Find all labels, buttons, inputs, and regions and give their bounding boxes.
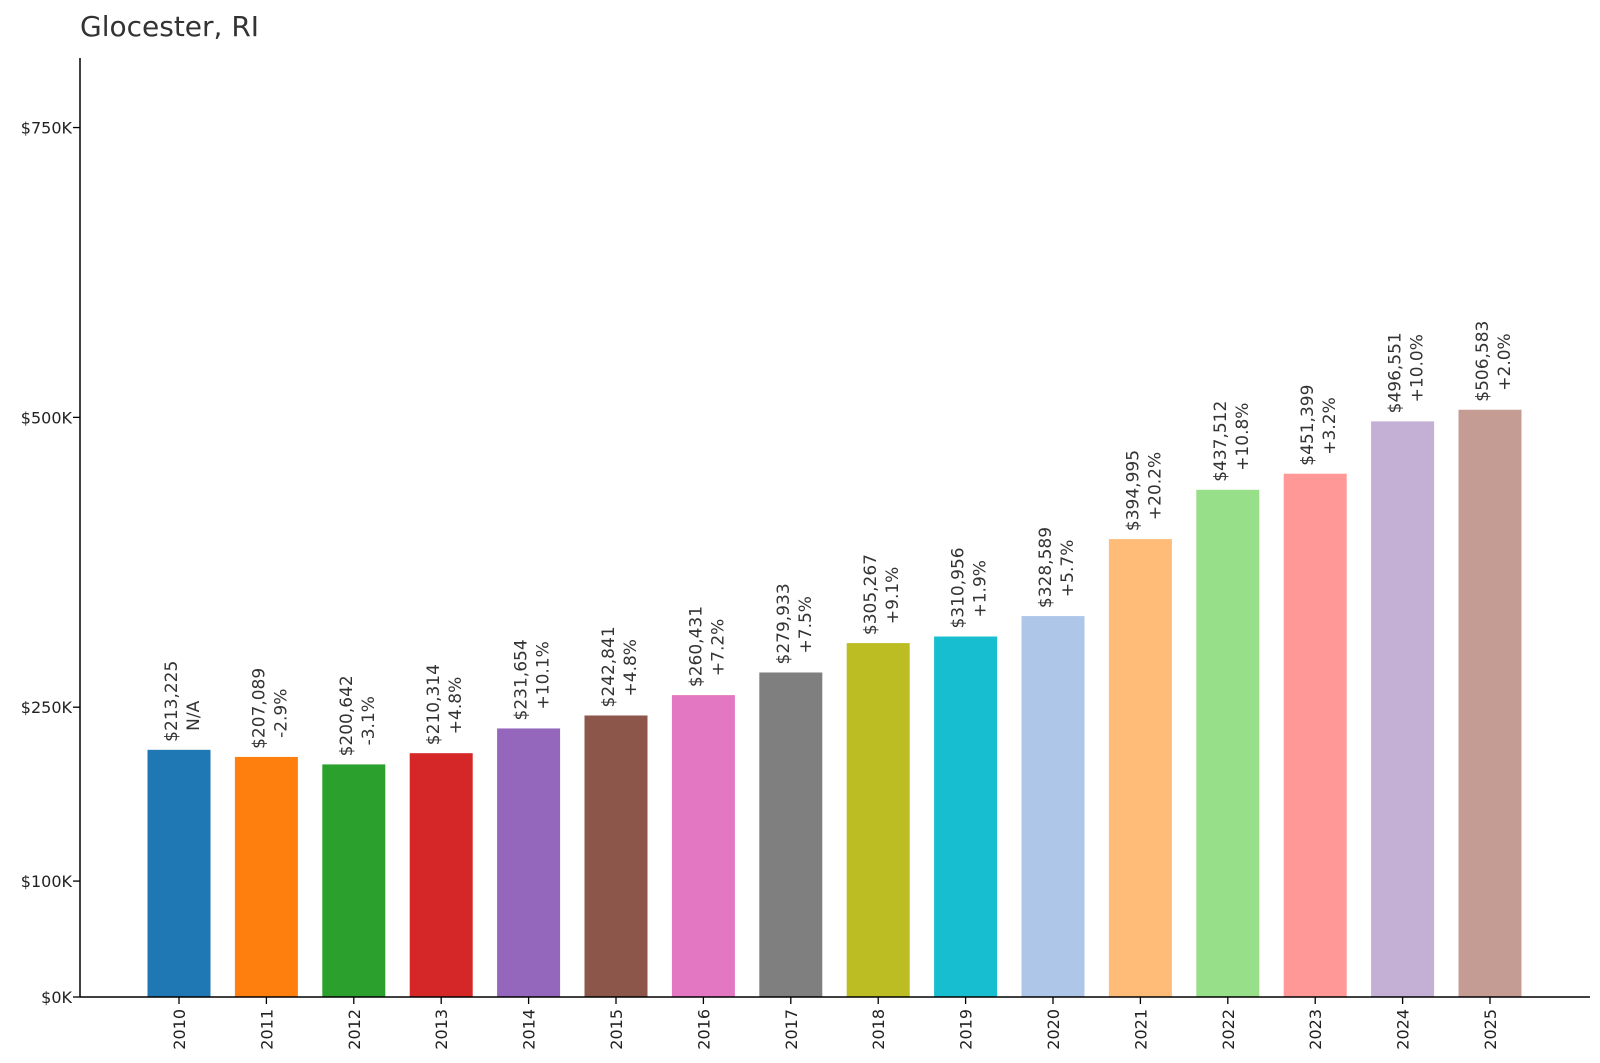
x-tick-label: 2016	[694, 1009, 713, 1050]
bar-2021	[1108, 539, 1172, 997]
bar-price-label: $242,841	[599, 626, 619, 707]
bar-price-label: $231,654	[512, 639, 532, 720]
bar-2011	[234, 756, 298, 997]
bar-2017	[759, 672, 823, 997]
bar-value-label: $231,654 +10.1%	[512, 639, 554, 720]
bar-price-label: $279,933	[774, 583, 794, 664]
y-tick-label: $250K	[21, 698, 73, 717]
bar-value-label: $207,089 -2.9%	[249, 668, 291, 749]
y-tick-label: $0K	[41, 988, 72, 1007]
bar-change-label: +7.5%	[796, 596, 816, 653]
bar-price-label: $437,512	[1211, 401, 1231, 482]
bar-2024	[1371, 421, 1435, 997]
bar-2014	[497, 728, 561, 997]
x-tick-label: 2019	[957, 1009, 976, 1050]
bar-change-label: +10.8%	[1233, 403, 1253, 471]
bar-value-label: $305,267 +9.1%	[861, 554, 903, 635]
bar-value-label: $496,551 +10.0%	[1386, 332, 1428, 413]
x-tick-label: 2024	[1394, 1009, 1413, 1050]
bar-change-label: +4.8%	[446, 677, 466, 734]
x-tick-label: 2023	[1306, 1009, 1325, 1050]
bar-price-label: $200,642	[337, 675, 357, 756]
bars-group	[147, 409, 1522, 997]
bar-price-label: $305,267	[861, 554, 881, 635]
bar-change-label: +10.1%	[534, 641, 554, 709]
x-tick-label: 2012	[345, 1009, 364, 1050]
bar-2025	[1458, 409, 1522, 997]
bar-price-label: $394,995	[1123, 450, 1143, 531]
x-tick-label: 2025	[1481, 1009, 1500, 1050]
bar-2015	[584, 715, 648, 997]
x-tick-label: 2015	[607, 1009, 626, 1050]
x-tick-label: 2022	[1219, 1009, 1238, 1050]
x-tick-label: 2014	[520, 1009, 539, 1050]
bar-value-label: $242,841 +4.8%	[599, 626, 641, 707]
bar-change-label: +7.2%	[708, 619, 728, 676]
bar-price-label: $213,225	[162, 661, 182, 742]
bar-change-label: -3.1%	[359, 696, 379, 745]
y-tick-label: $750K	[21, 119, 73, 138]
x-tick-label: 2010	[170, 1009, 189, 1050]
bar-labels-group: $213,225 N/A $207,089 -2.9% $200,642 -3.1% $21…	[162, 321, 1515, 757]
bar-price-label: $310,956	[949, 547, 969, 628]
bar-2016	[671, 695, 735, 997]
bar-price-label: $506,583	[1473, 321, 1493, 402]
bar-price-label: $260,431	[686, 606, 706, 687]
x-tick-label: 2013	[432, 1009, 451, 1050]
bar-price-label: $207,089	[249, 668, 269, 749]
bar-2013	[409, 753, 473, 997]
bar-value-label: $451,399 +3.2%	[1298, 385, 1340, 466]
bar-change-label: +3.2%	[1320, 397, 1340, 454]
bar-change-label: N/A	[184, 700, 204, 730]
y-tick-label: $500K	[21, 408, 73, 427]
y-tick-label: $100K	[21, 872, 73, 891]
bar-value-label: $506,583 +2.0%	[1473, 321, 1515, 402]
bar-change-label: +20.2%	[1145, 452, 1165, 520]
bar-change-label: +4.8%	[621, 639, 641, 696]
bar-price-label: $496,551	[1386, 332, 1406, 413]
bar-2018	[846, 643, 910, 997]
bar-value-label: $394,995 +20.2%	[1123, 450, 1165, 531]
x-tick-label: 2021	[1131, 1009, 1150, 1050]
x-tick-label: 2011	[257, 1009, 276, 1050]
bar-value-label: $260,431 +7.2%	[686, 606, 728, 687]
x-tick-label: 2018	[869, 1009, 888, 1050]
bar-value-label: $437,512 +10.8%	[1211, 401, 1253, 482]
bar-change-label: +10.0%	[1408, 334, 1428, 402]
bar-value-label: $213,225 N/A	[162, 661, 204, 742]
bar-value-label: $200,642 -3.1%	[337, 675, 379, 756]
bar-2019	[934, 636, 998, 997]
bar-2022	[1196, 489, 1260, 997]
chart-title: Glocester, RI	[80, 10, 259, 43]
y-axis-ticks: $0K $100K $250K $500K $750K	[21, 119, 80, 1007]
bar-2020	[1021, 616, 1085, 997]
bar-value-label: $210,314 +4.8%	[424, 664, 466, 745]
bar-value-label: $328,589 +5.7%	[1036, 527, 1078, 608]
bar-price-label: $328,589	[1036, 527, 1056, 608]
bar-value-label: $310,956 +1.9%	[949, 547, 991, 628]
bar-2012	[322, 764, 386, 997]
bar-price-label: $451,399	[1298, 385, 1318, 466]
bar-2023	[1283, 473, 1347, 997]
x-tick-label: 2017	[782, 1009, 801, 1050]
bar-value-label: $279,933 +7.5%	[774, 583, 816, 664]
bar-change-label: +5.7%	[1058, 540, 1078, 597]
bar-change-label: -2.9%	[271, 689, 291, 738]
bar-change-label: +1.9%	[971, 560, 991, 617]
bar-price-label: $210,314	[424, 664, 444, 745]
x-axis-ticks: 2010 2011 2012 2013 2014 2015 2016 2017 2018 2019…	[170, 997, 1500, 1050]
x-tick-label: 2020	[1044, 1009, 1063, 1050]
bar-change-label: +2.0%	[1495, 333, 1515, 390]
bar-change-label: +9.1%	[883, 567, 903, 624]
bar-2010	[147, 749, 211, 997]
